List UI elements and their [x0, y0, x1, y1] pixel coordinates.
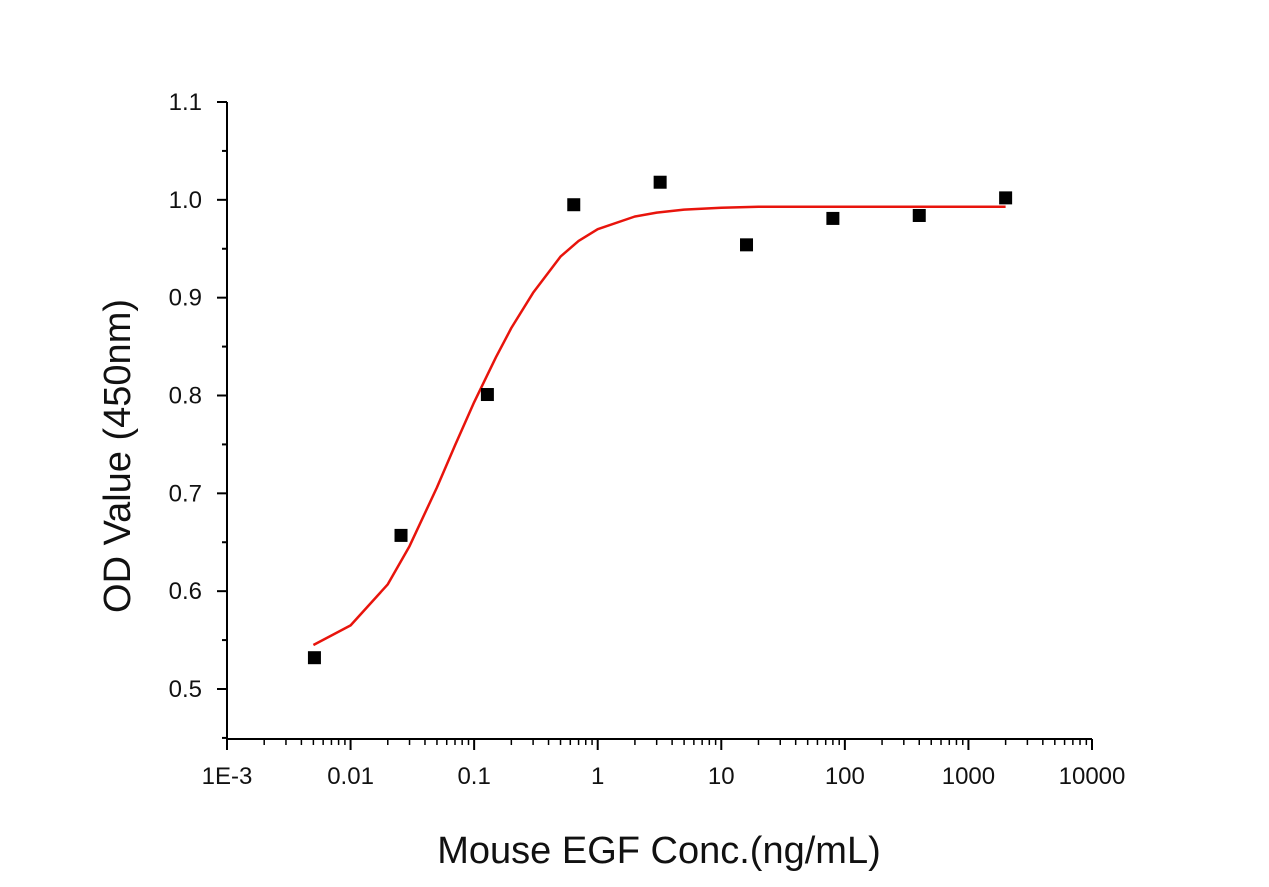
- x-tick-label: 1000: [942, 763, 995, 790]
- y-axis-title: OD Value (450nm): [97, 299, 139, 613]
- x-tick-label: 10: [708, 763, 735, 790]
- x-tick-label: 0.01: [327, 763, 374, 790]
- x-axis-title: Mouse EGF Conc.(ng/mL): [437, 830, 880, 872]
- fit-curve-layer: [312, 205, 1006, 647]
- x-tick-label: 0.1: [457, 763, 490, 790]
- data-points-layer: [307, 175, 1013, 665]
- data-point: [912, 208, 926, 222]
- data-point: [567, 198, 581, 212]
- fit-curve-line: [312, 205, 1006, 647]
- data-point: [740, 238, 754, 252]
- x-tick-label: 1: [591, 763, 604, 790]
- y-tick-label: 0.6: [169, 578, 202, 605]
- y-tick-label: 0.7: [169, 480, 202, 507]
- data-point: [480, 388, 494, 402]
- data-point: [394, 528, 408, 542]
- x-tick-label: 100: [825, 763, 865, 790]
- y-tick-label: 0.8: [169, 383, 202, 410]
- x-tick-label: 1E-3: [202, 763, 253, 790]
- data-point: [307, 651, 321, 665]
- data-point: [999, 191, 1013, 205]
- data-point: [826, 211, 840, 225]
- data-point: [653, 175, 667, 189]
- y-tick-label: 0.5: [169, 676, 202, 703]
- axes: 0.5 0.6 0.7 0.8 0.9 1.0 1.1 1E-3 0.01 0.1 1 10 100 10…: [169, 89, 1126, 790]
- y-tick-label: 1.1: [169, 89, 202, 116]
- y-tick-label: 0.9: [169, 285, 202, 312]
- x-tick-label: 10000: [1059, 763, 1126, 790]
- y-tick-label: 1.0: [169, 187, 202, 214]
